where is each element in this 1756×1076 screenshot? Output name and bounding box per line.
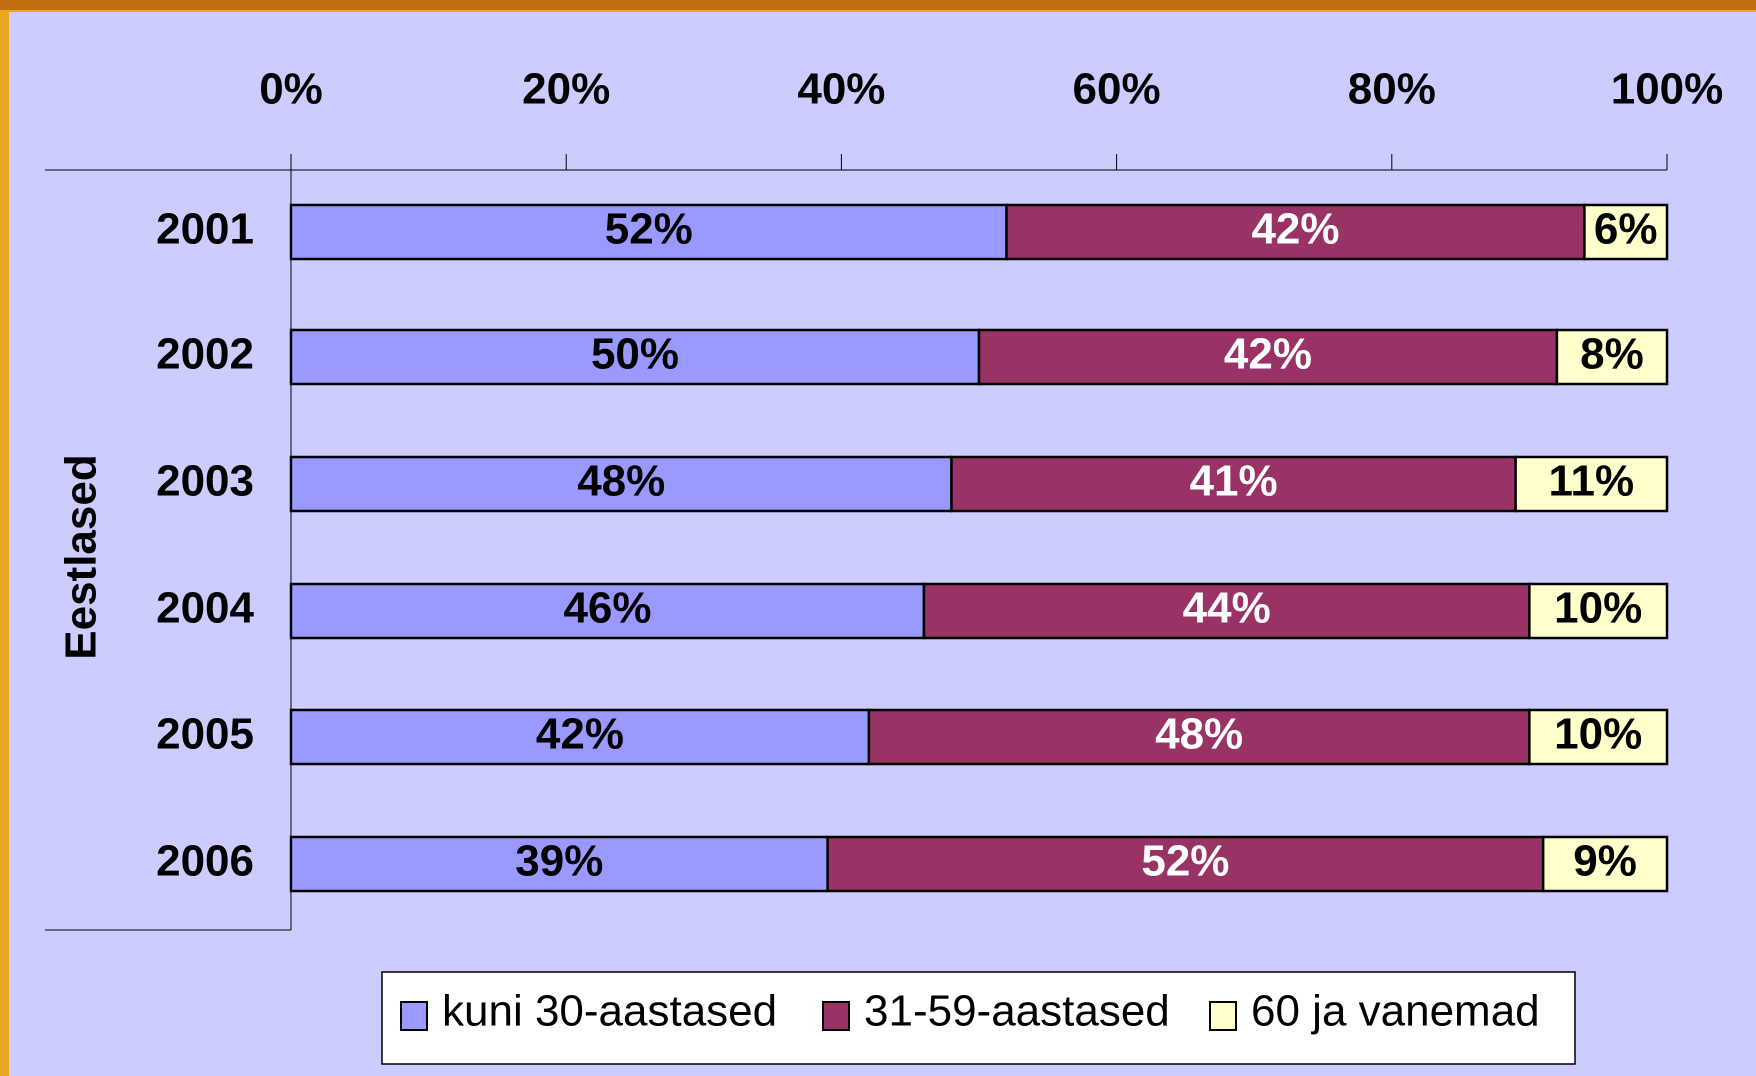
- x-tick-label: 20%: [522, 65, 610, 114]
- x-tick-label: 100%: [1611, 65, 1724, 114]
- value-label: 52%: [1141, 837, 1229, 886]
- legend-swatch: [400, 1001, 428, 1031]
- value-label: 9%: [1573, 837, 1637, 886]
- value-label: 10%: [1554, 584, 1642, 633]
- value-label: 46%: [563, 584, 651, 633]
- legend-swatch: [1209, 1001, 1237, 1031]
- y-axis-label: Eestlased: [57, 454, 106, 659]
- bar-segment: [1528, 582, 1669, 640]
- value-label: 41%: [1190, 457, 1278, 506]
- bar-segment: [977, 328, 1559, 386]
- bar-segment: [826, 835, 1545, 893]
- value-label: 42%: [1251, 205, 1339, 254]
- value-label: 52%: [605, 205, 693, 254]
- legend-swatch: [822, 1001, 850, 1031]
- value-label: 50%: [591, 330, 679, 379]
- x-tick-label: 40%: [797, 65, 885, 114]
- x-tick-label: 60%: [1073, 65, 1161, 114]
- value-label: 42%: [1224, 330, 1312, 379]
- value-label: 42%: [536, 710, 624, 759]
- bar-segment: [1555, 328, 1669, 386]
- legend: [381, 971, 1576, 1065]
- bar-segment: [950, 455, 1517, 513]
- bar-segment: [1528, 708, 1669, 766]
- value-label: 39%: [515, 837, 603, 886]
- value-label: 11%: [1548, 457, 1634, 506]
- y-tick-label: 2006: [156, 837, 254, 886]
- y-tick-label: 2002: [156, 330, 254, 379]
- legend-label: 31-59-aastased: [864, 987, 1170, 1036]
- bar-segment: [289, 708, 871, 766]
- bar-segment: [289, 203, 1008, 261]
- bar-segment: [867, 708, 1531, 766]
- bar-segment: [289, 835, 829, 893]
- legend-label: 60 ja vanemad: [1251, 987, 1540, 1036]
- y-tick-label: 2003: [156, 457, 254, 506]
- value-label: 44%: [1183, 584, 1271, 633]
- value-label: 10%: [1554, 710, 1642, 759]
- value-label: 48%: [1155, 710, 1243, 759]
- value-label: 6%: [1594, 205, 1658, 254]
- top-strip: [0, 0, 1756, 10]
- value-label: 8%: [1580, 330, 1644, 379]
- bar-segment: [1514, 455, 1669, 513]
- x-tick-label: 0%: [259, 65, 323, 114]
- y-tick-label: 2005: [156, 710, 254, 759]
- bar-segment: [289, 582, 926, 640]
- y-tick-label: 2004: [156, 584, 254, 633]
- bar-segment: [1583, 203, 1669, 261]
- legend-label: kuni 30-aastased: [442, 987, 777, 1036]
- x-tick-label: 80%: [1348, 65, 1436, 114]
- bar-segment: [1005, 203, 1586, 261]
- value-label: 48%: [577, 457, 665, 506]
- y-tick-label: 2001: [156, 205, 254, 254]
- background: [9, 12, 1756, 1076]
- bar-segment: [289, 328, 981, 386]
- bar-segment: [1541, 835, 1669, 893]
